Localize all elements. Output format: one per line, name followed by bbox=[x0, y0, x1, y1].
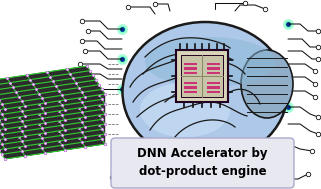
Bar bbox=[207, 81, 220, 84]
Ellipse shape bbox=[241, 50, 293, 118]
Bar bbox=[207, 86, 220, 88]
Bar bbox=[176, 50, 228, 102]
Bar bbox=[184, 81, 197, 84]
FancyBboxPatch shape bbox=[111, 138, 294, 188]
Bar bbox=[181, 55, 223, 97]
Polygon shape bbox=[5, 134, 105, 159]
Text: DNN Accelerator by: DNN Accelerator by bbox=[137, 146, 268, 160]
Polygon shape bbox=[0, 66, 105, 109]
Polygon shape bbox=[5, 114, 105, 139]
Ellipse shape bbox=[145, 37, 275, 87]
Polygon shape bbox=[0, 86, 105, 129]
Bar bbox=[207, 63, 220, 65]
Bar bbox=[184, 67, 197, 70]
Bar bbox=[207, 91, 220, 93]
Bar bbox=[184, 71, 197, 74]
Polygon shape bbox=[0, 96, 105, 139]
Polygon shape bbox=[0, 106, 105, 149]
Text: dot-product engine: dot-product engine bbox=[139, 164, 266, 177]
Bar bbox=[207, 71, 220, 74]
Polygon shape bbox=[5, 94, 105, 119]
Bar bbox=[207, 67, 220, 70]
Ellipse shape bbox=[140, 83, 230, 138]
Polygon shape bbox=[187, 150, 223, 164]
Polygon shape bbox=[0, 76, 105, 119]
Polygon shape bbox=[0, 116, 105, 159]
Polygon shape bbox=[5, 124, 105, 149]
Bar bbox=[184, 86, 197, 88]
Polygon shape bbox=[5, 104, 105, 129]
Bar bbox=[184, 63, 197, 65]
Ellipse shape bbox=[123, 22, 288, 162]
Bar bbox=[184, 91, 197, 93]
